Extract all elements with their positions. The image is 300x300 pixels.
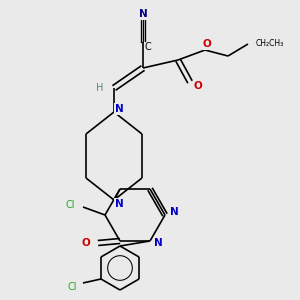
Text: N: N (115, 104, 123, 114)
Text: O: O (194, 81, 202, 91)
Text: N: N (115, 199, 123, 209)
Text: N: N (154, 238, 162, 248)
Text: O: O (81, 238, 90, 248)
Text: Cl: Cl (68, 282, 77, 292)
Text: H: H (96, 83, 104, 93)
Text: N: N (169, 207, 178, 217)
Text: Cl: Cl (65, 200, 75, 210)
Text: CH₂CH₃: CH₂CH₃ (256, 40, 284, 49)
Text: N: N (139, 9, 147, 19)
Text: C: C (145, 42, 152, 52)
Text: O: O (202, 39, 211, 49)
